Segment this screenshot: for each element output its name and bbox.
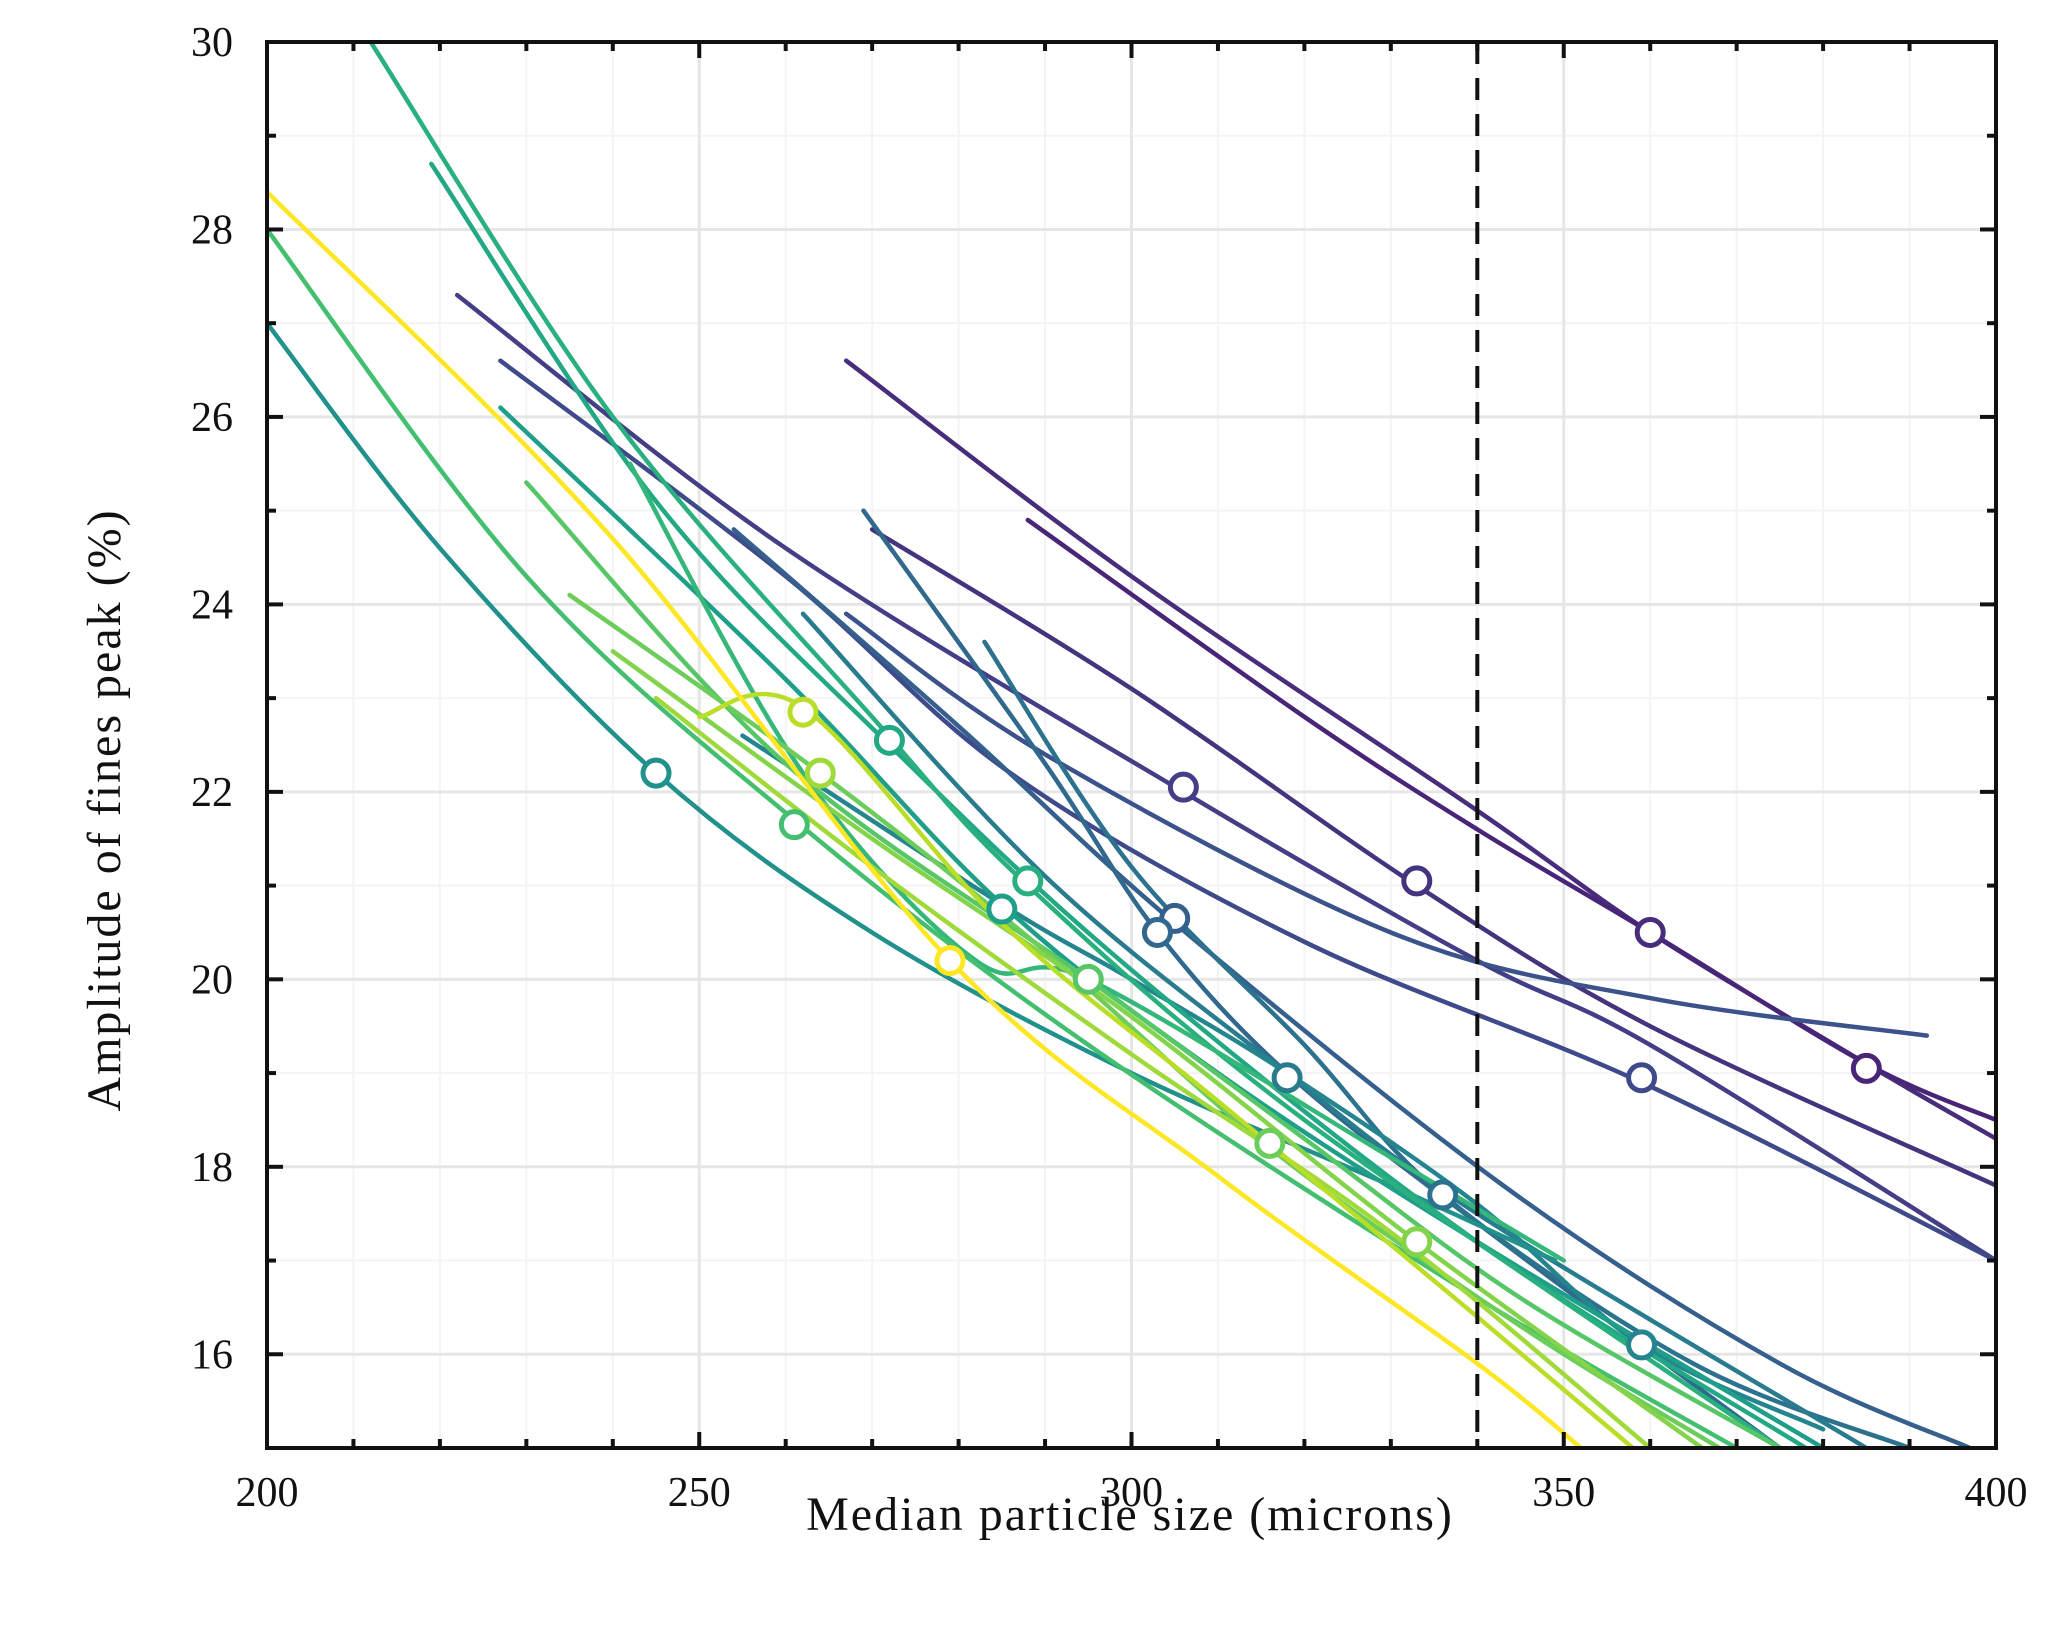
series-line (267, 189, 1584, 1448)
data-point-marker (1427, 1179, 1459, 1211)
y-tick-label: 18 (191, 1145, 233, 1191)
data-point-marker (1634, 916, 1666, 948)
series-line (498, 358, 1996, 1263)
y-tick-label: 16 (191, 1332, 233, 1378)
data-point-marker (986, 893, 1018, 925)
series-line (610, 649, 1705, 1448)
x-axis-label: Median particle size (microns) (806, 1488, 1454, 1541)
data-point-marker (1401, 865, 1433, 897)
data-point-marker (787, 696, 819, 728)
y-axis-label: Amplitude of fines peak (%) (78, 508, 131, 1111)
y-tick-label: 20 (191, 957, 233, 1003)
data-point-marker (1626, 1062, 1658, 1094)
axis-ticks (265, 40, 1998, 1450)
data-point-marker (873, 724, 905, 756)
marker-layer (640, 696, 1882, 1361)
y-tick-label: 26 (191, 395, 233, 441)
x-tick-label: 250 (668, 1470, 731, 1516)
y-tick-label: 28 (191, 207, 233, 253)
data-point-marker (1012, 865, 1044, 897)
data-point-marker (1072, 963, 1104, 995)
data-point-marker (640, 757, 672, 789)
data-point-marker (1850, 1052, 1882, 1084)
data-point-marker (1401, 1226, 1433, 1258)
data-point-marker (1254, 1127, 1286, 1159)
tick-labels: 200 250 300 350 400 16 18 20 22 24 26 28 30 (191, 20, 2028, 1516)
series-line (368, 42, 1783, 1448)
series-line (843, 611, 1930, 1038)
data-point-marker (778, 809, 810, 841)
data-point-marker (1626, 1329, 1658, 1361)
x-tick-label: 300 (1100, 1470, 1163, 1516)
series-line (982, 639, 1912, 1448)
series-line (454, 292, 1996, 1263)
data-point-marker (804, 757, 836, 789)
data-point-marker (1271, 1062, 1303, 1094)
y-tick-label: 22 (191, 770, 233, 816)
data-point-marker (934, 945, 966, 977)
x-tick-label: 350 (1532, 1470, 1595, 1516)
data-point-marker (1141, 916, 1173, 948)
y-tick-label: 24 (191, 582, 233, 628)
x-tick-label: 400 (1965, 1470, 2028, 1516)
x-tick-label: 200 (236, 1470, 299, 1516)
series-line (731, 527, 1973, 1448)
series-line (861, 508, 1783, 1448)
y-tick-label: 30 (191, 20, 233, 66)
data-point-marker (1167, 771, 1199, 803)
